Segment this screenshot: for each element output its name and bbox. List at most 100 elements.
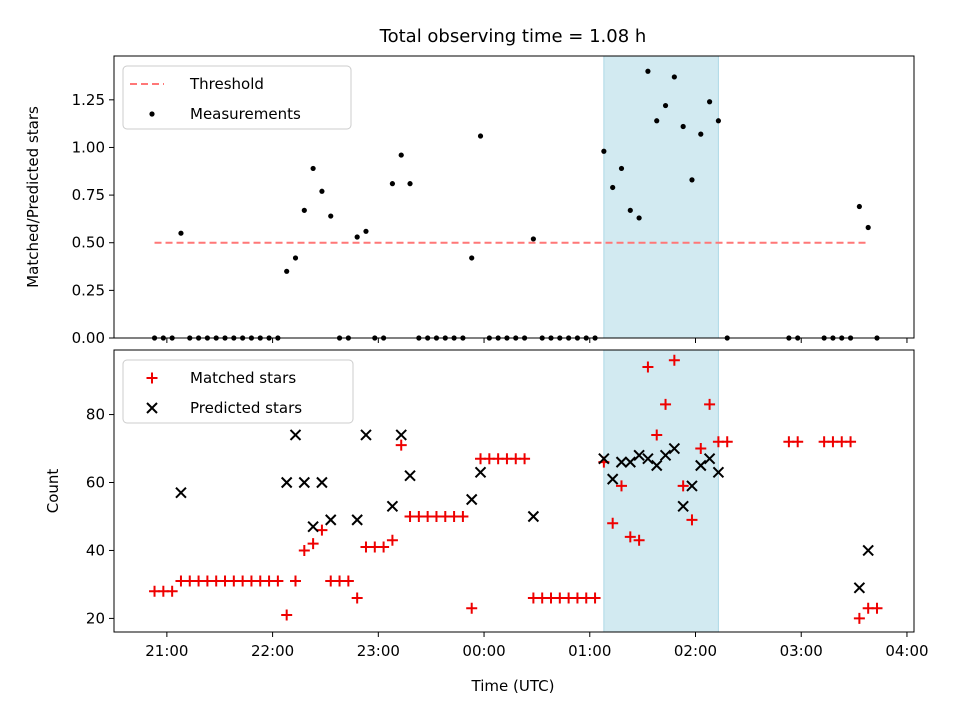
measurement-point — [310, 165, 316, 172]
measurement-point — [715, 118, 722, 124]
predicted-star-point — [686, 480, 698, 492]
matched-star-point — [351, 592, 363, 604]
measurement-point — [292, 255, 299, 261]
measurement-point — [689, 177, 695, 183]
measurement-point — [645, 68, 651, 74]
matched-star-point — [695, 443, 707, 455]
measurement-point — [865, 224, 871, 231]
matched-star-point — [607, 517, 619, 529]
predicted-star-point — [175, 486, 187, 499]
legend: Matched stars Predicted stars — [122, 359, 354, 424]
matched-star-point — [307, 538, 319, 550]
predicted-star-point — [351, 514, 363, 526]
measurement-point — [680, 123, 686, 130]
legend-matched-swatch — [146, 372, 158, 384]
matched-star-point — [853, 612, 865, 624]
matched-star-point — [686, 514, 698, 526]
legend-label: Threshold — [189, 75, 264, 93]
matched-star-point — [386, 534, 398, 546]
y-axis-label: Matched/Predicted stars — [24, 106, 42, 288]
matched-star-point — [519, 453, 531, 465]
predicted-star-point — [695, 459, 707, 472]
y-tick-label: 0.50 — [72, 234, 105, 252]
matched-star-point — [457, 510, 469, 522]
y-tick-label: 80 — [86, 406, 105, 424]
predicted-star-point — [280, 476, 293, 489]
predicted-star-point — [615, 456, 628, 468]
predicted-star-point — [712, 466, 725, 479]
matched-star-point — [845, 436, 857, 448]
measurement-point — [301, 207, 307, 213]
measurement-point — [662, 102, 669, 109]
matched-star-point — [642, 361, 654, 373]
predicted-star-point — [624, 456, 637, 468]
predicted-star-point — [659, 449, 672, 462]
measurement-point — [706, 99, 713, 105]
matched-star-point — [298, 544, 310, 556]
matched-star-point — [395, 439, 407, 451]
measurement-point — [627, 207, 633, 213]
matched-star-point — [281, 609, 293, 621]
predicted-star-point — [633, 449, 645, 462]
measurement-point — [178, 230, 184, 236]
legend: Threshold Measurements — [122, 65, 352, 130]
predicted-star-point — [527, 510, 540, 523]
measurement-point — [319, 188, 325, 194]
y-tick-label: 60 — [86, 474, 105, 492]
predicted-star-point — [862, 544, 874, 557]
measurement-point — [284, 268, 290, 274]
measurement-point — [654, 118, 660, 124]
y-tick-label: 0.75 — [72, 186, 105, 204]
matched-star-point — [624, 531, 636, 543]
x-tick-label: 04:00 — [885, 642, 928, 660]
matched-star-point — [466, 602, 478, 614]
x-tick-label: 21:00 — [145, 642, 188, 660]
measurement-point — [618, 165, 625, 172]
y-tick-label: 1.25 — [72, 91, 105, 109]
measurement-point — [469, 255, 475, 261]
predicted-star-point — [642, 453, 654, 465]
matched-star-point — [316, 524, 328, 536]
panel-2: Matched stars Predicted stars — [109, 349, 915, 637]
matched-star-point — [677, 480, 689, 492]
x-tick-label: 03:00 — [780, 642, 823, 660]
measurement-point — [530, 236, 536, 242]
measurement-point — [856, 203, 862, 210]
matched-star-point — [272, 575, 284, 587]
matched-star-point — [871, 602, 883, 614]
measurement-point — [363, 228, 369, 234]
y-tick-label: 20 — [86, 609, 105, 627]
axes-frame — [113, 349, 915, 633]
matched-star-point — [721, 436, 733, 448]
measurement-point — [389, 181, 396, 187]
y-tick-label: 0.00 — [72, 329, 105, 347]
predicted-star-point — [606, 473, 619, 485]
predicted-star-point — [395, 429, 407, 441]
predicted-star-point — [474, 466, 487, 479]
matched-star-point — [660, 398, 672, 410]
predicted-star-point — [325, 514, 337, 526]
legend-box — [122, 359, 354, 424]
predicted-star-point — [651, 459, 663, 472]
matched-star-point — [615, 480, 627, 492]
predicted-star-point — [289, 429, 302, 441]
predicted-star-point — [853, 582, 866, 594]
matched-star-point — [166, 585, 178, 597]
y-tick-label: 1.00 — [72, 138, 105, 156]
x-tick-label: 01:00 — [568, 642, 611, 660]
x-axis-label: Time (UTC) — [471, 677, 555, 695]
measurement-point — [477, 133, 484, 139]
matched-star-point — [704, 398, 716, 410]
matched-star-point — [633, 534, 645, 546]
observing-window-span — [603, 349, 719, 633]
predicted-star-point — [307, 520, 319, 533]
legend-label: Predicted stars — [190, 399, 302, 417]
y-axis-label: Count — [44, 469, 62, 514]
matched-star-point — [342, 575, 354, 587]
predicted-star-point — [668, 442, 681, 455]
predicted-star-point — [703, 453, 716, 465]
observing-window-span — [603, 55, 719, 339]
measurement-point — [671, 74, 677, 80]
matched-star-point — [589, 592, 601, 604]
chart-title: Total observing time = 1.08 h — [379, 26, 647, 47]
